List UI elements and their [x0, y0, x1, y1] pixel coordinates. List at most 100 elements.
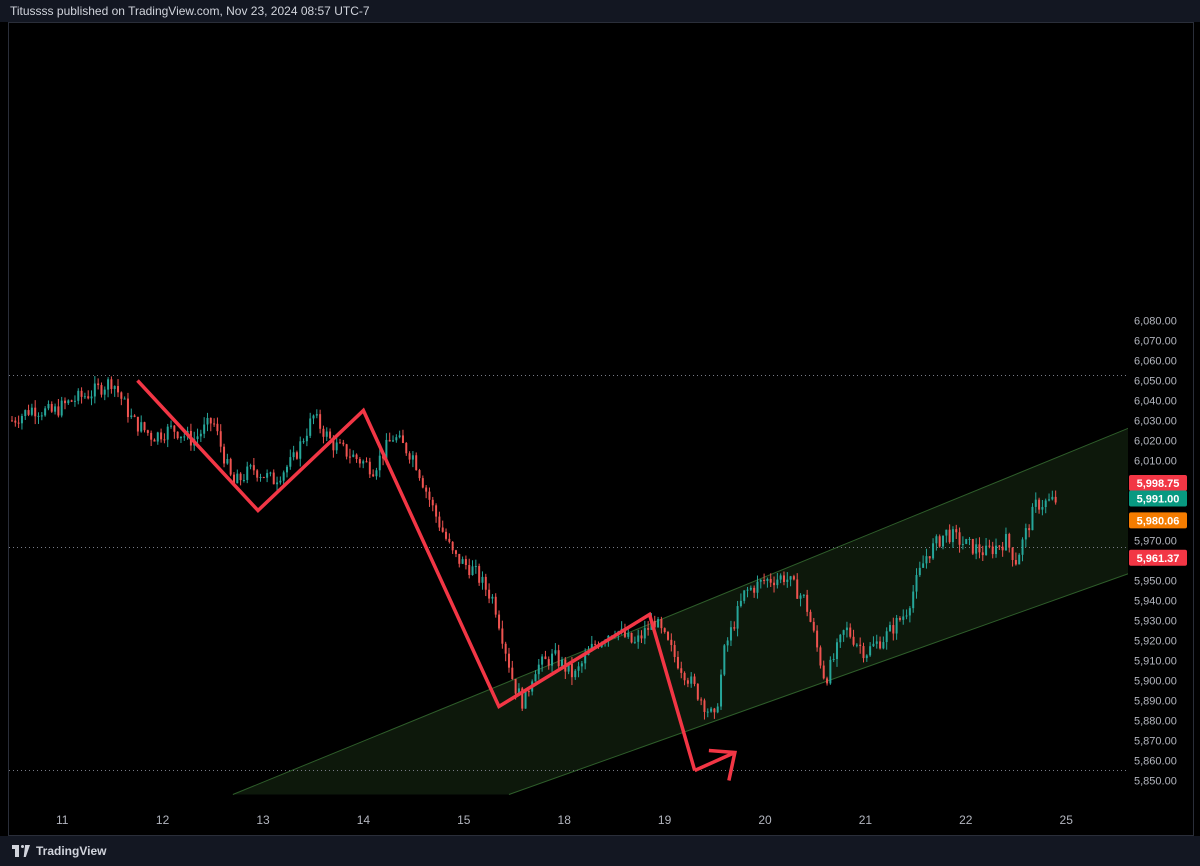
- candle-body: [249, 465, 252, 467]
- candle-body: [633, 641, 636, 643]
- candle-body: [892, 625, 895, 634]
- candle-body: [653, 620, 656, 628]
- candle-body: [995, 545, 998, 555]
- price-label-badge: [1129, 549, 1187, 566]
- tradingview-logo-icon: [12, 845, 30, 857]
- candle-body: [93, 383, 96, 397]
- candle-body: [1028, 528, 1031, 531]
- candle-body: [17, 422, 20, 424]
- candle-body: [875, 641, 878, 644]
- candle-body: [799, 595, 802, 599]
- candle-body: [802, 594, 805, 596]
- candle-body: [965, 539, 968, 544]
- candle-body: [812, 621, 815, 631]
- candle-body: [362, 461, 365, 464]
- price-label-badge: [1129, 475, 1187, 491]
- candle-body: [285, 466, 288, 473]
- candle-body: [895, 618, 898, 634]
- zigzag-pattern: [136, 379, 738, 781]
- candle-body: [537, 664, 540, 675]
- candle-body: [77, 390, 80, 401]
- candle-body: [991, 546, 994, 555]
- candle-body: [276, 482, 279, 485]
- candle-body: [696, 683, 699, 700]
- price-label-badge: [1129, 490, 1187, 507]
- candle-body: [835, 642, 838, 660]
- candle-body: [570, 663, 573, 678]
- candle-body: [229, 459, 232, 475]
- candle-body: [461, 559, 464, 564]
- y-tick-label: 5,950.00: [1134, 576, 1177, 588]
- candle-body: [348, 456, 351, 458]
- candle-body: [150, 432, 153, 440]
- candle-body: [130, 415, 133, 418]
- candle-body: [163, 439, 166, 441]
- candle-body: [83, 396, 86, 398]
- candle-body: [1051, 496, 1054, 500]
- y-tick-label: 6,060.00: [1134, 356, 1177, 368]
- candle-body: [912, 591, 915, 609]
- candle-body: [401, 435, 404, 443]
- candle-body: [375, 470, 378, 477]
- candle-body: [560, 659, 563, 667]
- candle-body: [640, 635, 643, 639]
- candle-body: [978, 544, 981, 553]
- candle-body: [299, 441, 302, 459]
- price-label-text: 5,998.75: [1137, 478, 1180, 490]
- candle-body: [20, 415, 23, 424]
- candle-body: [242, 479, 245, 481]
- candle-body: [339, 442, 342, 444]
- candle-body: [305, 435, 308, 442]
- candle-body: [107, 379, 110, 390]
- x-tick-label: 22: [959, 813, 973, 827]
- price-labels: 5,998.75 5,991.00 5,980.06 5,961.37: [1129, 475, 1187, 566]
- candle-body: [517, 688, 520, 694]
- candle-body: [773, 582, 776, 586]
- candle-body: [385, 439, 388, 459]
- candle-body: [981, 552, 984, 556]
- tradingview-logo[interactable]: TradingView: [12, 844, 106, 858]
- candle-body: [1048, 499, 1051, 501]
- candle-body: [236, 473, 239, 484]
- candle-body: [170, 425, 173, 427]
- candle-body: [97, 383, 100, 386]
- candle-body: [667, 631, 670, 640]
- candle-body: [746, 589, 749, 591]
- candle-body: [504, 643, 507, 654]
- y-tick-label: 6,040.00: [1134, 396, 1177, 408]
- candle-body: [951, 529, 954, 543]
- candle-body: [279, 480, 282, 483]
- candle-body: [1001, 546, 1004, 551]
- y-tick-label: 6,030.00: [1134, 416, 1177, 428]
- candle-body: [885, 631, 888, 643]
- price-chart[interactable]: 6,080.00 6,070.00 6,060.00 6,050.00 6,040.00…: [0, 0, 1200, 836]
- candle-body: [660, 619, 663, 629]
- channel-lower-line: [508, 573, 1128, 795]
- y-tick-label: 5,920.00: [1134, 636, 1177, 648]
- candle-body: [219, 431, 222, 447]
- candle-body: [726, 640, 729, 646]
- y-tick-label: 5,870.00: [1134, 736, 1177, 748]
- candle-body: [64, 400, 67, 404]
- y-tick-label: 6,080.00: [1134, 316, 1177, 328]
- candle-body: [213, 423, 216, 425]
- candle-body: [753, 587, 756, 593]
- candle-body: [869, 646, 872, 656]
- candle-body: [865, 655, 868, 659]
- candle-body: [816, 630, 819, 648]
- candle-body: [955, 529, 958, 533]
- candle-body: [852, 636, 855, 645]
- candle-body: [60, 400, 63, 416]
- candle-body: [782, 575, 785, 582]
- candle-body: [494, 596, 497, 615]
- candle-body: [166, 426, 169, 440]
- candle-body: [590, 643, 593, 651]
- candle-body: [898, 618, 901, 620]
- candle-body: [117, 386, 120, 393]
- candle-body: [676, 656, 679, 669]
- candle-body: [1011, 547, 1014, 561]
- candle-body: [319, 414, 322, 429]
- candle-body: [57, 406, 60, 416]
- tradingview-brand: TradingView: [36, 844, 107, 858]
- candle-body: [431, 499, 434, 506]
